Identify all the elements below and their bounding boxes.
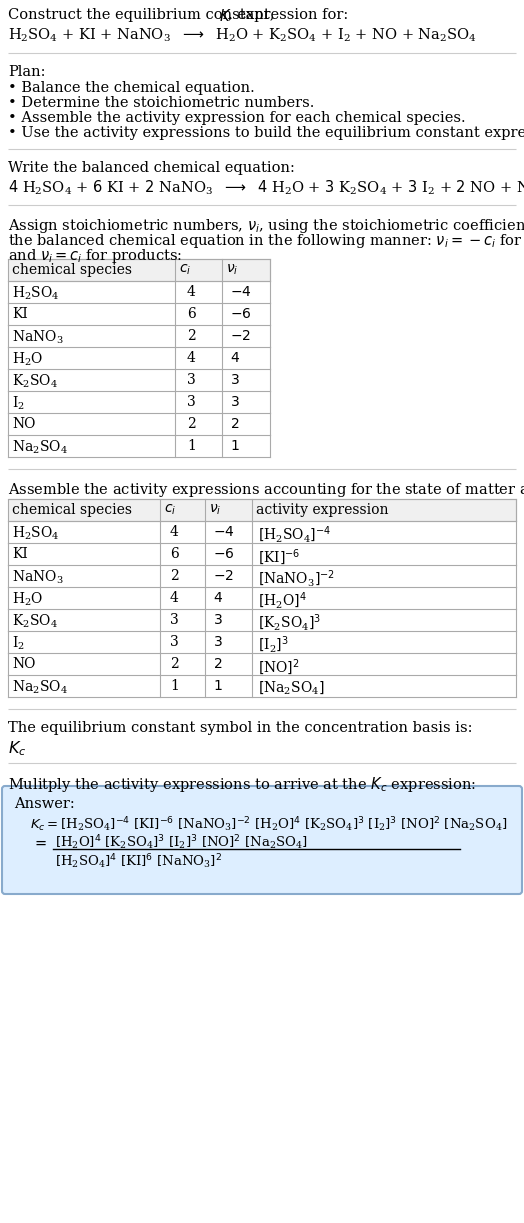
Text: $[\mathregular{KI}]^{-6}$: $[\mathregular{KI}]^{-6}$ — [258, 547, 300, 567]
Text: chemical species: chemical species — [12, 503, 132, 517]
Text: NO: NO — [12, 657, 36, 671]
FancyBboxPatch shape — [2, 786, 522, 894]
Text: $-2$: $-2$ — [230, 329, 251, 342]
Text: 2: 2 — [170, 569, 179, 583]
Text: • Determine the stoichiometric numbers.: • Determine the stoichiometric numbers. — [8, 95, 314, 110]
Text: Mulitply the activity expressions to arrive at the $K_c$ expression:: Mulitply the activity expressions to arr… — [8, 775, 476, 794]
Text: 3: 3 — [187, 395, 196, 408]
Text: Assign stoichiometric numbers, $\nu_i$, using the stoichiometric coefficients, $: Assign stoichiometric numbers, $\nu_i$, … — [8, 216, 524, 235]
Text: $1$: $1$ — [230, 439, 239, 453]
Text: $[\mathregular{NO}]^2$: $[\mathregular{NO}]^2$ — [258, 657, 300, 676]
Text: $-2$: $-2$ — [213, 569, 234, 583]
Text: KI: KI — [12, 547, 28, 561]
Text: $[\mathregular{K_2SO_4}]^3$: $[\mathregular{K_2SO_4}]^3$ — [258, 613, 321, 634]
Text: $\mathregular{K_2SO_4}$: $\mathregular{K_2SO_4}$ — [12, 613, 58, 630]
Bar — [8, 259, 270, 281]
Text: • Use the activity expressions to build the equilibrium constant expression.: • Use the activity expressions to build … — [8, 126, 524, 139]
Text: $4$: $4$ — [230, 351, 240, 364]
Text: $3$: $3$ — [230, 373, 239, 386]
Text: 3: 3 — [170, 613, 179, 627]
Text: Write the balanced chemical equation:: Write the balanced chemical equation: — [8, 161, 295, 175]
Text: $\mathregular{H_2SO_4}$: $\mathregular{H_2SO_4}$ — [12, 285, 60, 302]
Text: 1: 1 — [187, 439, 196, 453]
Text: $\mathregular{H_2O}$: $\mathregular{H_2O}$ — [12, 591, 43, 608]
Text: $[\mathregular{H_2O}]^4\ [\mathregular{K_2SO_4}]^3\ [\mathregular{I_2}]^3\ [\mat: $[\mathregular{H_2O}]^4\ [\mathregular{K… — [55, 833, 308, 851]
Text: 4: 4 — [170, 525, 179, 539]
Text: $[\mathregular{H_2SO_4}]^{-4}$: $[\mathregular{H_2SO_4}]^{-4}$ — [258, 525, 331, 545]
Text: $K_c = [\mathregular{H_2SO_4}]^{-4}\ [\mathregular{KI}]^{-6}\ [\mathregular{NaNO: $K_c = [\mathregular{H_2SO_4}]^{-4}\ [\m… — [30, 815, 507, 834]
Text: $\mathregular{Na_2SO_4}$: $\mathregular{Na_2SO_4}$ — [12, 439, 68, 456]
Text: 2: 2 — [170, 657, 179, 671]
Text: $\mathregular{NaNO_3}$: $\mathregular{NaNO_3}$ — [12, 569, 63, 586]
Text: $-6$: $-6$ — [213, 547, 235, 561]
Text: $[\mathregular{Na_2SO_4}]$: $[\mathregular{Na_2SO_4}]$ — [258, 679, 324, 696]
Text: 4: 4 — [187, 285, 196, 298]
Text: 2: 2 — [187, 417, 196, 430]
Text: $\mathregular{I_2}$: $\mathregular{I_2}$ — [12, 395, 25, 412]
Text: • Balance the chemical equation.: • Balance the chemical equation. — [8, 81, 255, 95]
Text: $[\mathregular{I_2}]^3$: $[\mathregular{I_2}]^3$ — [258, 635, 289, 656]
Text: 3: 3 — [187, 373, 196, 386]
Text: $\mathregular{H_2SO_4}$: $\mathregular{H_2SO_4}$ — [12, 525, 60, 542]
Text: $[\mathregular{H_2O}]^4$: $[\mathregular{H_2O}]^4$ — [258, 591, 307, 612]
Text: $\mathregular{K_2SO_4}$: $\mathregular{K_2SO_4}$ — [12, 373, 58, 390]
Text: 1: 1 — [170, 679, 179, 693]
Text: $c_i$: $c_i$ — [179, 263, 191, 278]
Text: $3$: $3$ — [213, 635, 223, 649]
Text: 2: 2 — [187, 329, 196, 342]
Text: , expression for:: , expression for: — [228, 9, 348, 22]
Text: Assemble the activity expressions accounting for the state of matter and $\nu_i$: Assemble the activity expressions accoun… — [8, 481, 524, 499]
Text: $K$: $K$ — [219, 9, 232, 24]
Text: 4: 4 — [187, 351, 196, 364]
Text: Construct the equilibrium constant,: Construct the equilibrium constant, — [8, 9, 279, 22]
Text: $1$: $1$ — [213, 679, 223, 693]
Text: $-4$: $-4$ — [213, 525, 235, 539]
Text: Answer:: Answer: — [14, 797, 75, 811]
Text: $K_c$: $K_c$ — [8, 739, 26, 758]
Text: 6: 6 — [170, 547, 179, 561]
Text: $[\mathregular{H_2SO_4}]^4\ [\mathregular{KI}]^6\ [\mathregular{NaNO_3}]^2$: $[\mathregular{H_2SO_4}]^4\ [\mathregula… — [55, 852, 222, 871]
Text: $-6$: $-6$ — [230, 307, 252, 320]
Bar — [8, 499, 516, 521]
Text: $4$: $4$ — [213, 591, 223, 605]
Text: NO: NO — [12, 417, 36, 430]
Text: $c_i$: $c_i$ — [164, 503, 176, 517]
Text: chemical species: chemical species — [12, 263, 132, 276]
Text: $[\mathregular{NaNO_3}]^{-2}$: $[\mathregular{NaNO_3}]^{-2}$ — [258, 569, 335, 589]
Text: $3$: $3$ — [230, 395, 239, 408]
Text: $\nu_i$: $\nu_i$ — [209, 503, 222, 517]
Text: $2$: $2$ — [213, 657, 222, 671]
Text: KI: KI — [12, 307, 28, 320]
Text: and $\nu_i = c_i$ for products:: and $\nu_i = c_i$ for products: — [8, 247, 182, 265]
Text: $\mathregular{H_2SO_4}$ + KI + $\mathregular{NaNO_3}$  $\longrightarrow$  $\math: $\mathregular{H_2SO_4}$ + KI + $\mathreg… — [8, 27, 477, 44]
Text: $=$: $=$ — [32, 837, 48, 850]
Text: $\mathregular{I_2}$: $\mathregular{I_2}$ — [12, 635, 25, 652]
Text: $4\ \mathregular{H_2SO_4}$ + $6\ \mathregular{KI}$ + $2\ \mathregular{NaNO_3}$  : $4\ \mathregular{H_2SO_4}$ + $6\ \mathre… — [8, 179, 524, 197]
Text: • Assemble the activity expression for each chemical species.: • Assemble the activity expression for e… — [8, 111, 466, 125]
Text: $\mathregular{Na_2SO_4}$: $\mathregular{Na_2SO_4}$ — [12, 679, 68, 696]
Text: 3: 3 — [170, 635, 179, 649]
Text: 6: 6 — [187, 307, 196, 320]
Text: The equilibrium constant symbol in the concentration basis is:: The equilibrium constant symbol in the c… — [8, 722, 473, 735]
Text: $-4$: $-4$ — [230, 285, 252, 298]
Text: Plan:: Plan: — [8, 65, 46, 79]
Text: $\mathregular{NaNO_3}$: $\mathregular{NaNO_3}$ — [12, 329, 63, 346]
Text: 4: 4 — [170, 591, 179, 605]
Text: the balanced chemical equation in the following manner: $\nu_i = -c_i$ for react: the balanced chemical equation in the fo… — [8, 232, 524, 249]
Text: $\mathregular{H_2O}$: $\mathregular{H_2O}$ — [12, 351, 43, 368]
Text: $\nu_i$: $\nu_i$ — [226, 263, 238, 278]
Text: activity expression: activity expression — [256, 503, 388, 517]
Text: $2$: $2$ — [230, 417, 239, 430]
Text: $3$: $3$ — [213, 613, 223, 627]
